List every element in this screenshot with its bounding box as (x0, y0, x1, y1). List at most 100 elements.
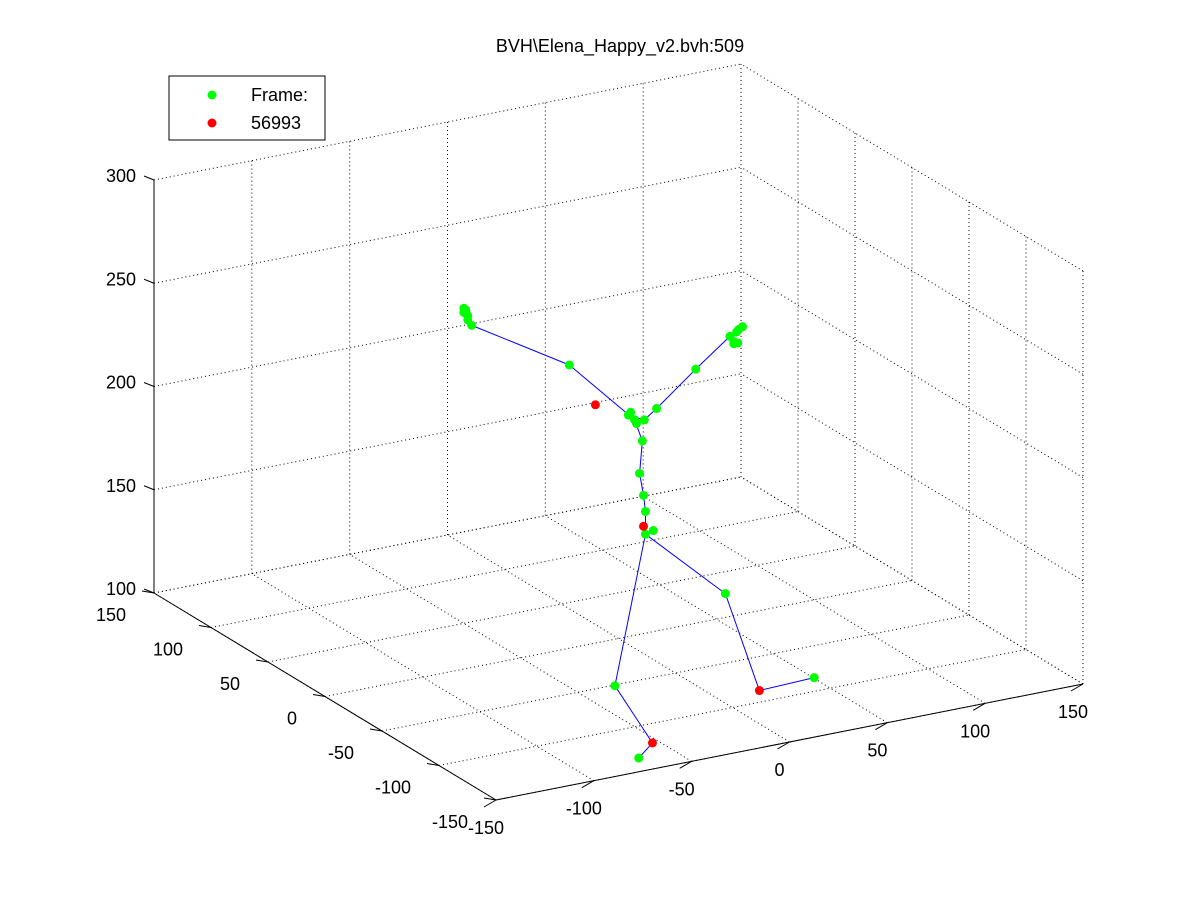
legend[interactable]: Frame: 56993 (168, 75, 326, 141)
x-tick-label: 0 (774, 760, 784, 780)
skeleton-bone (724, 593, 760, 691)
joint-marker (467, 320, 477, 330)
grid-line-floor-y (438, 649, 1027, 766)
chart-title: BVH\Elena_Happy_v2.bvh:509 (496, 36, 744, 57)
x-tick-label: -50 (669, 779, 695, 799)
skeleton-bone (614, 534, 646, 686)
grid-line-floor-x (251, 573, 595, 782)
z-tick-mark (143, 175, 155, 181)
x-tick-label: 50 (867, 741, 887, 761)
joint-marker (691, 364, 701, 374)
skeleton-bones (463, 308, 815, 759)
y-tick-mark (426, 763, 440, 766)
grid-line-sidewall-z (740, 166, 1084, 375)
x-axis-ticks: -150 -100 -50 0 50 100 150 (468, 683, 1088, 838)
y-tick-label: -150 (432, 812, 468, 832)
joint-marker (640, 506, 650, 516)
legend-label-frame: Frame: (251, 85, 308, 105)
grid-line-sidewall-z (740, 270, 1084, 478)
highlight-joint-marker (754, 686, 764, 696)
joint-marker (640, 529, 650, 539)
grid-line-floor-x (642, 495, 986, 704)
z-tick-mark (143, 485, 155, 491)
z-tick-mark (143, 588, 155, 594)
z-tick-label: 200 (106, 373, 136, 393)
grid-line-sidewall-z (740, 373, 1084, 582)
y-tick-mark (198, 625, 212, 628)
grid-line-floor-x (349, 553, 692, 762)
grid-line-floor-y (267, 545, 856, 663)
x-tick-mark (483, 799, 497, 808)
highlight-joint-marker (590, 400, 600, 410)
joint-marker (652, 404, 662, 414)
legend-label-highlight: 56993 (251, 113, 301, 133)
legend-box (168, 75, 326, 141)
highlight-joint-marker (647, 738, 657, 748)
grid-line-floor-x (447, 534, 790, 743)
z-tick-mark (143, 382, 155, 387)
joint-marker (639, 490, 649, 500)
z-axis-ticks: 100 150 200 250 300 (106, 166, 155, 599)
y-tick-label: 100 (153, 640, 183, 660)
joint-marker (461, 305, 471, 315)
y-tick-label: 50 (220, 674, 240, 694)
skeleton-bone (695, 335, 731, 370)
grid-line-floor-y (324, 580, 913, 697)
y-tick-mark (483, 797, 497, 801)
skeleton-joints (459, 303, 819, 763)
y-tick-mark (369, 728, 383, 732)
joint-marker (648, 526, 658, 536)
grid-line-floor-x (545, 515, 888, 724)
joint-marker (610, 681, 620, 691)
y-tick-mark (255, 659, 269, 663)
joint-marker (564, 360, 574, 370)
z-tick-label: 150 (106, 476, 136, 496)
x-tick-mark (581, 780, 595, 789)
joint-marker (720, 589, 730, 599)
y-tick-label: -100 (375, 778, 411, 798)
x-tick-mark (1070, 683, 1084, 692)
x-tick-mark (875, 722, 888, 731)
skeleton-bone (569, 364, 635, 421)
legend-marker-frame (207, 90, 217, 100)
axes-box (153, 180, 1084, 801)
x-tick-mark (972, 702, 986, 711)
grid-line-floor-y (381, 614, 970, 732)
x-tick-mark (679, 760, 692, 769)
joint-marker (639, 415, 649, 425)
joint-marker (809, 673, 819, 683)
skeleton-bone (614, 685, 653, 744)
joint-marker (729, 339, 739, 349)
joint-marker (623, 410, 633, 420)
skeleton-bone (759, 677, 815, 692)
y-tick-label: 0 (287, 709, 297, 729)
grid-line-backwall-z (153, 270, 742, 387)
grid-line-floor-y (210, 511, 799, 628)
z-tick-mark (143, 278, 155, 284)
joint-marker (632, 419, 641, 429)
y-axis-ticks: -150 -100 -50 0 50 100 150 (96, 590, 497, 832)
x-tick-label: -150 (468, 818, 504, 838)
x-tick-mark (777, 741, 790, 750)
grid-line-backwall-z (153, 166, 742, 284)
y-tick-mark (312, 694, 326, 697)
skeleton-bone (656, 368, 697, 409)
y-tick-label: 150 (96, 605, 126, 625)
grid-line-backwall-z (153, 373, 742, 491)
z-tick-label: 300 (106, 166, 136, 186)
x-tick-label: 100 (960, 721, 990, 741)
z-tick-label: 250 (106, 269, 136, 289)
x-tick-label: -100 (566, 799, 602, 819)
highlight-joint-marker (639, 521, 649, 531)
axes-grid (153, 63, 1084, 801)
joint-marker (635, 468, 645, 478)
skeleton-bone (645, 533, 726, 595)
x-tick-label: 150 (1058, 702, 1088, 722)
legend-marker-highlight (207, 118, 217, 128)
joint-marker (637, 436, 647, 446)
joint-marker (738, 322, 748, 332)
y-tick-label: -50 (328, 743, 354, 763)
skeleton-bone (639, 440, 643, 474)
skeleton-bone (471, 324, 570, 366)
